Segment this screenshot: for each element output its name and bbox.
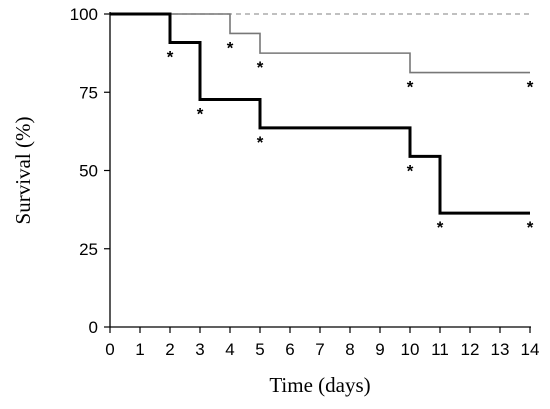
x-tick-label: 2 — [165, 340, 174, 359]
x-tick-label: 7 — [315, 340, 324, 359]
censor-mark: * — [527, 78, 534, 97]
x-tick-label: 13 — [491, 340, 510, 359]
x-axis-title: Time (days) — [269, 373, 370, 397]
series-line-thick — [110, 12, 530, 215]
y-tick-label: 0 — [89, 318, 98, 337]
y-tick-label: 75 — [79, 83, 98, 102]
x-tick-label: 8 — [345, 340, 354, 359]
x-tick-label: 12 — [461, 340, 480, 359]
x-tick-label: 14 — [521, 340, 540, 359]
censor-mark: * — [407, 78, 414, 97]
censor-mark: * — [527, 218, 534, 237]
y-tick-label: 100 — [70, 5, 98, 24]
y-tick-label: 50 — [79, 162, 98, 181]
y-axis-title: Survival (%) — [11, 117, 35, 225]
censor-mark: * — [407, 161, 414, 180]
censor-mark-layer: * * * * * * * * * * — [167, 38, 534, 237]
x-tick-label: 3 — [195, 340, 204, 359]
x-tick-label: 4 — [225, 340, 234, 359]
censor-mark: * — [167, 47, 174, 66]
x-tick-label: 6 — [285, 340, 294, 359]
x-tick-label: 9 — [375, 340, 384, 359]
series-layer — [110, 12, 530, 215]
censor-mark: * — [227, 38, 234, 57]
censor-mark: * — [197, 104, 204, 123]
censor-mark: * — [257, 133, 264, 152]
censor-mark: * — [257, 58, 264, 77]
x-tick-label: 10 — [401, 340, 420, 359]
censor-mark: * — [437, 218, 444, 237]
x-tick-label: 5 — [255, 340, 264, 359]
x-tick-label: 11 — [431, 340, 449, 359]
series-line-thin — [110, 13, 530, 74]
x-tick-label: 0 — [105, 340, 114, 359]
y-tick-label: 25 — [79, 240, 98, 259]
x-tick-label: 1 — [135, 340, 144, 359]
